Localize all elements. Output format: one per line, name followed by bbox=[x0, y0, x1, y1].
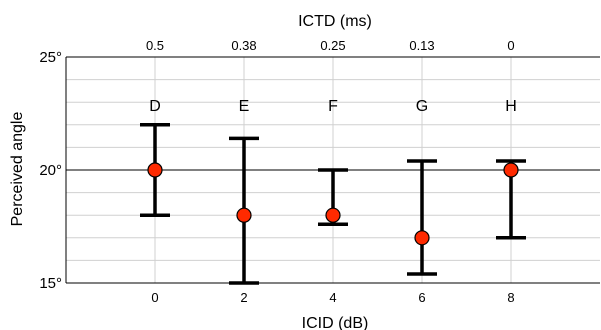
x-tick-label: 0 bbox=[151, 290, 158, 305]
x2-axis-title: ICTD (ms) bbox=[298, 13, 372, 30]
x2-tick-label: 0.38 bbox=[231, 38, 256, 53]
plot-frame bbox=[65, 56, 600, 284]
x2-tick-label: 0.5 bbox=[146, 38, 164, 53]
x-tick-label: 6 bbox=[418, 290, 425, 305]
point-label: D bbox=[149, 98, 161, 115]
point-label: H bbox=[505, 98, 517, 115]
data-point bbox=[414, 230, 430, 246]
point-label: E bbox=[239, 98, 250, 115]
x-tick-label: 4 bbox=[329, 290, 336, 305]
y-tick-label: 20° bbox=[39, 162, 62, 179]
tick-labels: 15° 20° 25° 0 0.5 2 0.38 4 0.25 6 0.13 8 0 bbox=[39, 38, 514, 305]
y-axis-title: Perceived angle bbox=[9, 112, 26, 227]
y-tick-label: 25° bbox=[39, 49, 62, 66]
marks: D E F G H bbox=[140, 98, 526, 285]
x-axis-title: ICID (dB) bbox=[302, 315, 369, 330]
x-tick-label: 8 bbox=[507, 290, 514, 305]
x2-tick-label: 0.13 bbox=[409, 38, 434, 53]
x-tick-label: 2 bbox=[240, 290, 247, 305]
x2-tick-label: 0.25 bbox=[320, 38, 345, 53]
data-point bbox=[325, 207, 341, 223]
y-tick-label: 15° bbox=[39, 275, 62, 292]
data-point bbox=[503, 162, 519, 178]
x2-tick-label: 0 bbox=[507, 38, 514, 53]
data-point bbox=[236, 207, 252, 223]
data-point bbox=[147, 162, 163, 178]
point-label: F bbox=[328, 98, 338, 115]
point-label: G bbox=[416, 98, 428, 115]
